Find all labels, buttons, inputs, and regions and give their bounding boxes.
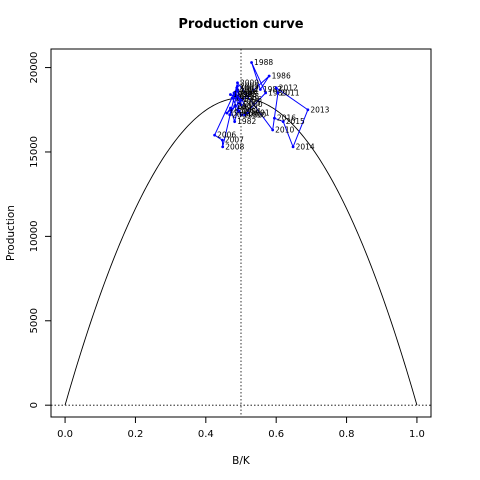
data-point	[236, 108, 239, 112]
data-point	[281, 120, 285, 123]
point-label: 1996	[243, 95, 262, 104]
data-point	[239, 113, 243, 117]
point-label: 2013	[310, 105, 329, 114]
plot-frame	[50, 48, 432, 418]
data-point	[274, 86, 278, 90]
data-point	[229, 106, 232, 110]
data-point	[236, 94, 239, 98]
point-label: 1990	[247, 110, 266, 119]
x-tick-label: 1.0	[409, 429, 425, 440]
point-label: 1981	[240, 105, 259, 114]
data-point	[213, 133, 217, 137]
point-label: 2011	[280, 88, 299, 97]
point-label: 2010	[275, 126, 294, 135]
y-axis-title: Production	[5, 205, 17, 261]
point-label: 1985	[242, 99, 261, 108]
point-label: 2014	[296, 142, 315, 151]
data-point	[258, 88, 262, 91]
x-axis-title: B/K	[232, 455, 251, 467]
point-label: 1986	[272, 72, 291, 81]
y-tick-label: 5000	[29, 308, 40, 333]
data-point	[229, 93, 232, 96]
data-point	[220, 138, 224, 142]
data-point	[232, 91, 236, 95]
point-label: 2015	[286, 117, 305, 126]
point-label: 1997	[233, 90, 252, 99]
data-point	[271, 128, 275, 132]
point-label: 2012	[279, 83, 298, 92]
plot-area: 0.0 0.2 0.4 0.6 0.8 1.0 0 5000 10000 15000 20000 19…	[29, 49, 431, 440]
data-point	[273, 116, 276, 120]
point-label: 1984	[229, 109, 248, 118]
data-point	[233, 104, 237, 108]
point-label: 1995	[238, 90, 257, 99]
data-point	[246, 111, 250, 115]
point-label: 2002	[239, 83, 258, 92]
point-label: 2006	[217, 131, 236, 140]
point-label: 2005	[240, 82, 259, 91]
data-point	[276, 91, 280, 95]
data-point	[291, 145, 295, 149]
y-tick-label: 10000	[29, 220, 40, 252]
data-point	[239, 103, 243, 107]
data-point	[236, 81, 239, 85]
data-point	[237, 110, 241, 113]
data-point	[228, 113, 232, 117]
data-point	[230, 96, 234, 100]
data-point	[225, 111, 229, 115]
x-tick-label: 0.0	[57, 429, 73, 440]
point-label: 1982	[237, 117, 256, 126]
point-label: 2000	[244, 100, 263, 109]
data-point	[233, 120, 237, 123]
point-label: 1999	[236, 88, 255, 97]
point-label: 1983	[233, 104, 252, 113]
point-label: 1992	[240, 85, 259, 94]
data-point	[267, 74, 271, 78]
chart-title: Production curve	[178, 17, 303, 32]
data-point	[250, 61, 253, 64]
data-point	[264, 91, 268, 95]
data-point	[306, 108, 310, 112]
point-label: 2004	[232, 110, 251, 119]
data-point	[238, 98, 242, 102]
point-label: 1988	[254, 58, 273, 67]
point-label: 2009	[240, 78, 259, 87]
point-label: 1980	[244, 110, 263, 119]
y-tick-label: 0	[29, 402, 40, 408]
y-tick-label: 15000	[29, 136, 40, 168]
x-tick-label: 0.2	[127, 429, 143, 440]
data-point	[236, 89, 239, 93]
data-point	[234, 93, 238, 96]
point-label: 2001	[240, 87, 259, 96]
point-label: 1994	[242, 107, 261, 116]
point-label: 2008	[225, 142, 244, 151]
data-point	[243, 113, 246, 117]
x-tick-label: 0.4	[198, 429, 214, 440]
point-label: 2016	[277, 114, 296, 123]
point-label: 1991	[251, 109, 270, 118]
x-tick-label: 0.6	[268, 429, 284, 440]
point-label: 1998	[240, 92, 259, 101]
point-label: 2007	[225, 136, 244, 145]
data-point	[221, 145, 225, 149]
data-point	[237, 101, 241, 105]
point-label: 2003	[237, 102, 256, 111]
data-point	[236, 84, 239, 88]
point-label: 1993	[235, 93, 254, 102]
y-tick-label: 20000	[29, 52, 40, 84]
x-tick-label: 0.8	[339, 429, 355, 440]
point-label: 1987	[263, 85, 282, 94]
